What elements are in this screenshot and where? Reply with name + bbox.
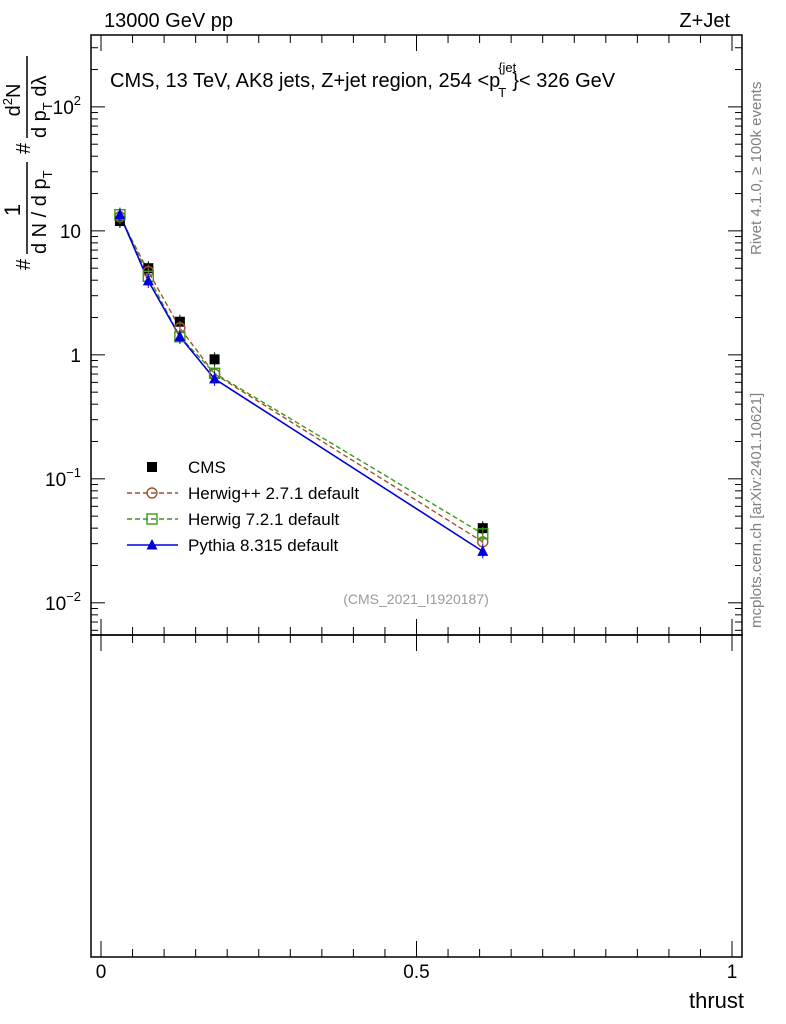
legend-label-pythia: Pythia 8.315 default — [188, 536, 339, 555]
y-tick-label: 102 — [53, 93, 81, 119]
y-tick-label: 10 — [60, 222, 81, 243]
series-markers — [114, 207, 489, 559]
data-point-pythia — [114, 208, 126, 220]
y-label-dn-dpt: d N / d pT — [29, 170, 55, 254]
x-tick-label: 0.5 — [403, 962, 429, 983]
x-axis-tick-labels: 0 0.5 1 — [96, 962, 738, 983]
legend-marker-cms — [147, 462, 157, 472]
x-tick-label: 0 — [96, 962, 107, 983]
x-tick-label: 1 — [727, 962, 738, 983]
data-point-herwig7 — [477, 528, 489, 540]
plot-title: CMS, 13 TeV, AK8 jets, Z+jet region, 254… — [110, 60, 616, 100]
ratio-plot-frame — [90, 634, 743, 958]
y-axis-ticks — [91, 47, 742, 631]
legend-label-herwigpp: Herwig++ 2.7.1 default — [188, 484, 359, 503]
rivet-version-text: Rivet 4.1.0, ≥ 100k events — [748, 82, 765, 255]
legend-label-cms: CMS — [188, 458, 226, 477]
legend: CMS Herwig++ 2.7.1 default Herwig 7.2.1 de… — [127, 458, 359, 555]
legend-marker-pythia — [146, 539, 158, 550]
data-point-cms — [209, 354, 220, 365]
data-point-pythia — [477, 545, 489, 556]
y-axis-tick-labels: 10−2 10−1 1 10 102 — [45, 93, 81, 615]
series-line-herwigpp — [119, 216, 484, 543]
plot-title-end: }< 326 GeV — [512, 70, 616, 92]
legend-label-herwig7: Herwig 7.2.1 default — [188, 510, 339, 529]
data-point-pythia — [142, 274, 154, 286]
header-left: 13000 GeV pp — [104, 10, 233, 32]
legend-marker-herwig7 — [146, 513, 158, 525]
y-label-one: 1 — [0, 204, 25, 216]
y-axis-label: # 1 d N / d pT # d2N d pT dλ — [0, 56, 55, 270]
y-tick-label: 1 — [70, 346, 81, 367]
mcplots-reference-text: mcplots.cern.ch [arXiv:2401.10621] — [748, 393, 765, 628]
y-tick-label: 10−1 — [45, 465, 81, 491]
y-label-dpt-dlambda: d pT dλ — [29, 76, 55, 138]
series-line-herwig7 — [119, 214, 484, 535]
plot-title-subscript: T — [498, 85, 506, 100]
data-point-pythia — [209, 372, 221, 384]
x-axis-ticks — [100, 35, 733, 957]
plot-title-main: CMS, 13 TeV, AK8 jets, Z+jet region, 254… — [110, 70, 500, 92]
y-label-d2n: d2N — [0, 84, 25, 117]
header-right: Z+Jet — [679, 10, 730, 32]
plot-title-superscript: {jet — [498, 60, 516, 75]
legend-marker-herwigpp — [146, 487, 158, 499]
analysis-watermark: (CMS_2021_I1920187) — [343, 591, 489, 607]
y-label-hash-2: # — [13, 142, 35, 154]
y-label-hash: # — [13, 258, 35, 270]
x-axis-label: thrust — [689, 988, 744, 1013]
data-point-pythia — [174, 330, 186, 342]
y-tick-label: 10−2 — [45, 589, 81, 615]
